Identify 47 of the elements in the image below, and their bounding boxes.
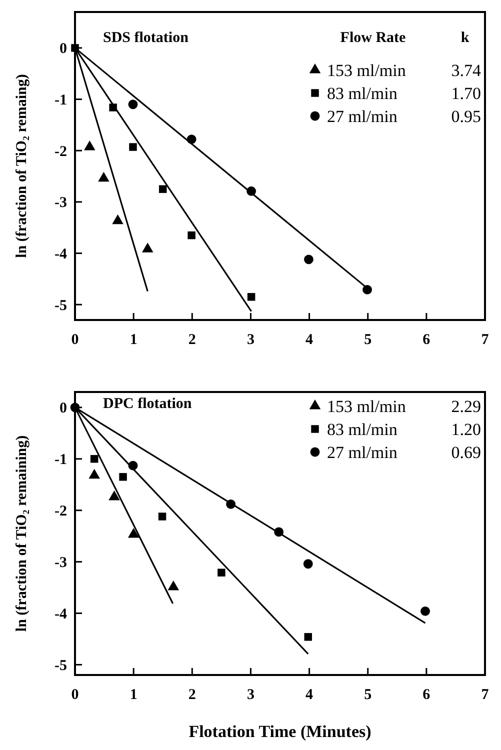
x-tick-label: 6 bbox=[422, 332, 431, 348]
x-tick-label: 1 bbox=[130, 332, 138, 348]
x-tick-label: 1 bbox=[130, 687, 138, 703]
x-tick-label: 5 bbox=[364, 332, 372, 348]
legend-label: 27 ml/min bbox=[327, 106, 398, 126]
y-tick-label: 0 bbox=[60, 41, 67, 58]
annotation: 2.29 bbox=[451, 396, 481, 416]
x-tick-label: 4 bbox=[306, 687, 314, 703]
x-tick-label: 0 bbox=[71, 687, 79, 703]
y-tick-label: -1 bbox=[54, 452, 67, 468]
y-tick-label: -2 bbox=[54, 504, 67, 520]
y-tick-label: -1 bbox=[54, 92, 67, 109]
y-axis-title: ln (fraction of TiO₂ remaining) bbox=[14, 435, 30, 632]
y-tick-label: -2 bbox=[54, 144, 67, 160]
annotation: 0.95 bbox=[451, 106, 481, 126]
x-tick-label: 2 bbox=[188, 332, 196, 348]
legend-label: 27 ml/min bbox=[327, 442, 398, 462]
annotation: 1.70 bbox=[451, 84, 481, 103]
x-tick-label: 3 bbox=[246, 332, 254, 348]
legend-label: 153 ml/min bbox=[327, 60, 406, 80]
y-axis-title: ln (fraction of TiO₂ remaing) bbox=[14, 74, 30, 258]
x-tick-label: 7 bbox=[481, 332, 490, 348]
chart-title: DPC flotation bbox=[103, 396, 192, 412]
text: SDS flotation bbox=[103, 30, 190, 46]
x-tick-label: 0 bbox=[71, 332, 79, 348]
legend-label: 153 ml/min bbox=[327, 396, 406, 416]
y-tick-label: 0 bbox=[60, 400, 67, 417]
annotation: k bbox=[460, 30, 470, 46]
legend-title: Flow Rate bbox=[340, 30, 406, 46]
x-tick-label: 4 bbox=[306, 332, 314, 348]
y-tick-label: -3 bbox=[54, 555, 67, 572]
annotation: 1.20 bbox=[451, 420, 481, 439]
y-tick-label: -5 bbox=[54, 658, 67, 674]
x-axis-title: Flotation Time (Minutes) bbox=[188, 722, 372, 741]
x-tick-label: 3 bbox=[246, 687, 254, 703]
x-tick-label: 6 bbox=[422, 687, 431, 703]
y-tick-label: -5 bbox=[54, 298, 67, 314]
legend-label: 83 ml/min bbox=[327, 84, 398, 103]
legend-label: 83 ml/min bbox=[327, 420, 398, 439]
x-tick-label: 7 bbox=[481, 687, 490, 703]
annotation: 3.74 bbox=[451, 60, 482, 80]
y-tick-label: -3 bbox=[54, 195, 67, 212]
x-tick-label: 5 bbox=[364, 687, 372, 703]
y-tick-label: -4 bbox=[54, 606, 68, 623]
y-tick-label: -4 bbox=[54, 246, 68, 263]
annotation: 0.69 bbox=[451, 442, 481, 462]
x-tick-label: 2 bbox=[188, 687, 196, 703]
